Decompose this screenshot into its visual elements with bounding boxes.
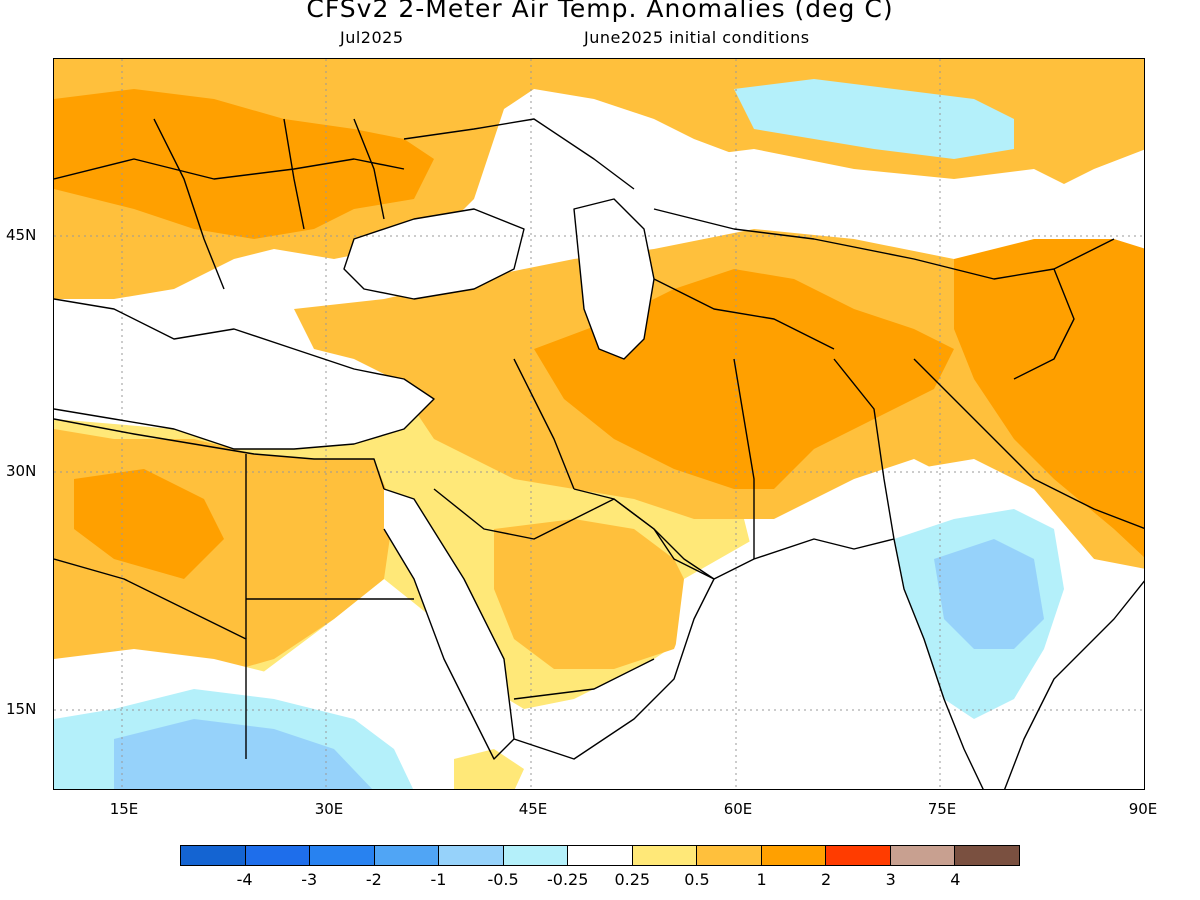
india-east-coast <box>1004 580 1144 789</box>
anomaly-region-0.25-kazakhstan <box>674 149 1074 229</box>
persian-gulf-coast <box>573 488 755 580</box>
red-sea-coast <box>383 488 515 760</box>
colorbar-tick-label: -0.25 <box>546 870 589 889</box>
initial-conditions-label: June2025 initial conditions <box>584 28 810 47</box>
anomaly-region-1-north-africa <box>54 429 394 689</box>
anomaly-map <box>54 59 1144 789</box>
border-europe-1 <box>54 158 405 180</box>
colorbar-swatch <box>826 846 891 865</box>
colorbar-tick-label: 0.25 <box>614 870 651 889</box>
lon-label: 30E <box>314 800 344 818</box>
border-europe-3 <box>283 118 305 230</box>
lat-label: 30N <box>6 462 37 480</box>
colorbar-swatch <box>181 846 246 865</box>
border-turkmenistan <box>653 278 835 350</box>
anomaly-region-minus1-sahel <box>114 719 373 789</box>
red-sea <box>384 489 514 759</box>
colorbar-tick-label: -2 <box>365 870 382 889</box>
colorbar-swatch <box>632 846 698 865</box>
colorbar-swatch <box>890 846 956 865</box>
colorbar-tick-label: 4 <box>950 870 961 889</box>
border-europe-2 <box>153 118 225 290</box>
caspian-coast <box>573 198 655 360</box>
colorbar-swatch <box>697 846 762 865</box>
colorbar-tick-label: -4 <box>236 870 253 889</box>
anomaly-fill-layer <box>54 59 1144 789</box>
border-saudi <box>433 488 595 540</box>
forecast-month: Jul2025 <box>340 28 404 47</box>
border-russia <box>403 118 635 190</box>
colorbar-swatch <box>761 846 827 865</box>
colorbar-swatch <box>245 846 311 865</box>
lat-label: 15N <box>6 700 37 718</box>
lat-label: 45N <box>6 226 37 244</box>
colorbar-tick-label: -1 <box>430 870 447 889</box>
anomaly-region-minus0.5-kazakhstan <box>734 79 1014 159</box>
iran-pakistan-coast <box>753 538 895 560</box>
border-europe-4 <box>353 118 385 220</box>
border-sahel <box>54 558 247 759</box>
border-pakistan-india <box>833 358 895 540</box>
colorbar-swatch <box>439 846 504 865</box>
colorbar-tick-label: 3 <box>885 870 896 889</box>
mediterranean-coast <box>54 298 435 450</box>
anomaly-region-0.5-yemen <box>454 749 524 789</box>
caspian-sea <box>574 199 654 359</box>
colorbar-swatch <box>374 846 440 865</box>
lon-label: 75E <box>927 800 957 818</box>
black-sea <box>344 209 524 299</box>
lon-label: 15E <box>109 800 139 818</box>
colorbar <box>180 845 1020 866</box>
anomaly-region-minus1-india <box>934 539 1044 649</box>
colorbar-swatch <box>503 846 569 865</box>
colorbar-tick-label: 1 <box>756 870 767 889</box>
colorbar-tick-label: 0.5 <box>684 870 710 889</box>
anomaly-region-2-tibet <box>954 239 1144 558</box>
colorbar-swatch <box>310 846 375 865</box>
black-sea-coast <box>343 208 525 300</box>
colorbar-tick-label: -0.5 <box>487 870 519 889</box>
border-yemen <box>513 658 655 700</box>
colorbar-swatch <box>955 846 1019 865</box>
border-iran-afghanistan <box>733 358 755 559</box>
map-panel <box>53 58 1145 790</box>
lon-label: 45E <box>518 800 548 818</box>
chart-title: CFSv2 2-Meter Air Temp. Anomalies (deg C… <box>306 0 894 23</box>
border-himalaya <box>913 358 1144 529</box>
coastlines-and-borders <box>54 118 1144 789</box>
africa-north-coast <box>54 418 385 490</box>
anomaly-region-2-sahara <box>74 469 224 579</box>
border-iran-iraq <box>513 358 575 490</box>
gridlines <box>54 59 1144 789</box>
mediterranean-sea <box>54 299 434 449</box>
colorbar-tick-label: -3 <box>301 870 318 889</box>
lon-label: 60E <box>723 800 753 818</box>
lon-label: 90E <box>1128 800 1158 818</box>
colorbar-swatch <box>568 846 633 865</box>
india-coast <box>893 538 984 789</box>
anomaly-region-2-central-europe <box>54 89 434 239</box>
colorbar-tick-label: 2 <box>821 870 832 889</box>
border-china <box>1013 268 1075 380</box>
anomaly-region-1-arabia <box>494 519 694 669</box>
